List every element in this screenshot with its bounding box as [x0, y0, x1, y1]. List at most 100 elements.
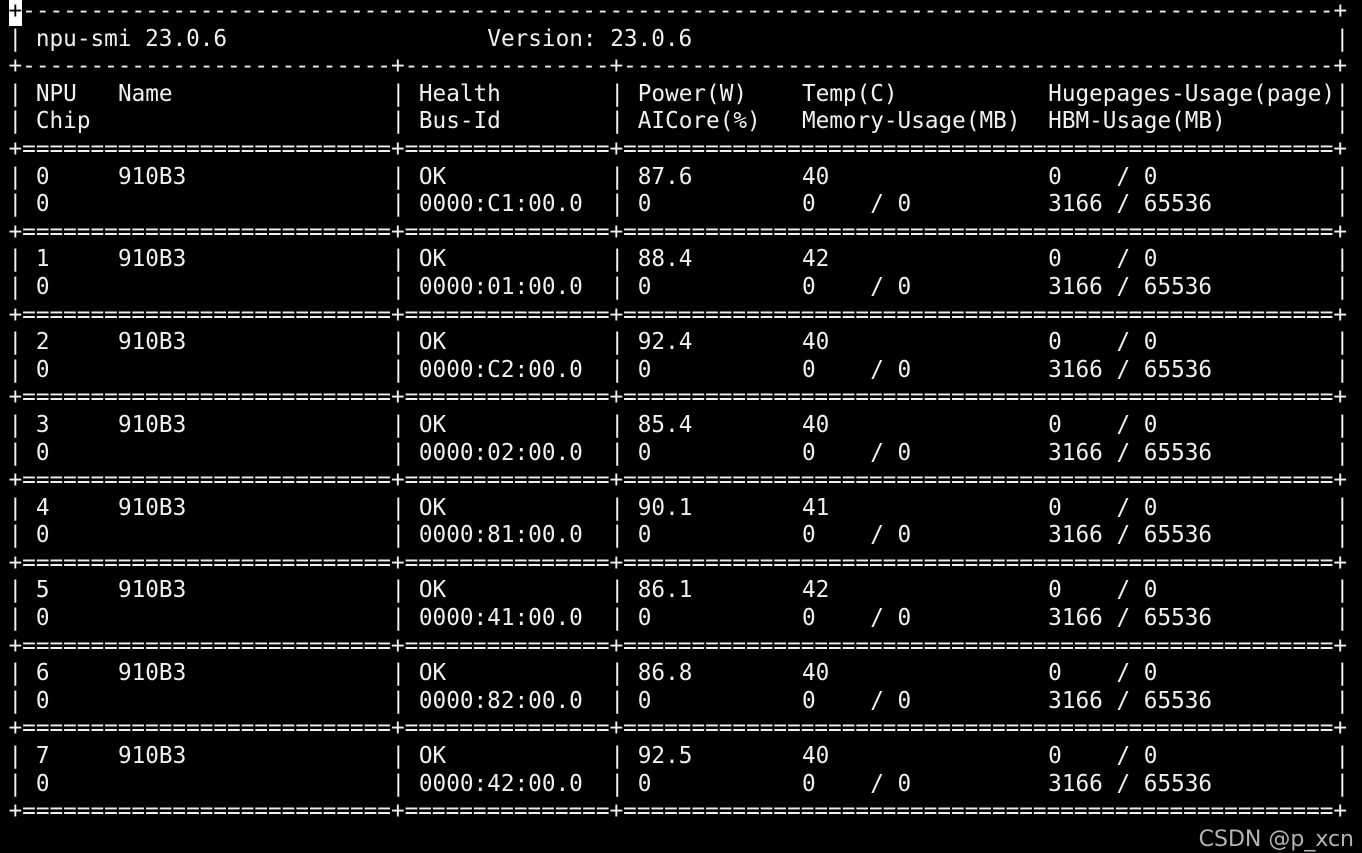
npu-id: 2: [35, 329, 50, 356]
border: |: [1335, 356, 1350, 383]
border: |: [8, 522, 23, 549]
border: +===========================+===========…: [8, 467, 1348, 494]
border: |: [391, 687, 406, 714]
device-row-detail: | | | | 0 0000:41:00.0 0 0 / 0 3166 / 65536: [9, 605, 1354, 633]
column-header: Chip: [35, 108, 91, 135]
bus-id: 0000:C1:00.0: [418, 191, 583, 218]
memory-usage: 0 / 0: [801, 439, 912, 466]
temp-value: 42: [801, 246, 830, 273]
device-name: 910B3: [117, 411, 187, 438]
health-status: OK: [418, 411, 447, 438]
hugepages-usage: 0 / 0: [1048, 743, 1158, 770]
separator: +===========================+===========…: [9, 798, 1354, 826]
border: |: [610, 743, 625, 770]
terminal-output: + ---------------------------------------…: [8, 0, 1354, 826]
separator: +===========================+===========…: [9, 302, 1354, 330]
border: +===========================+===========…: [8, 135, 1348, 162]
aicore-usage: 0: [637, 522, 652, 549]
border: |: [8, 577, 23, 604]
device-row: | | | | 7 910B3 OK 92.5 40 0 / 0: [9, 743, 1354, 771]
bus-id: 0000:41:00.0: [418, 605, 583, 632]
border: |: [1335, 80, 1350, 107]
bus-id: 0000:82:00.0: [418, 687, 583, 714]
border: |: [8, 329, 23, 356]
border: |: [8, 191, 23, 218]
device-row: | | | | 3 910B3 OK 85.4 40 0 / 0: [9, 412, 1354, 440]
hbm-usage: 3166 / 65536: [1048, 356, 1213, 383]
device-row: | | | | 0 910B3 OK 87.6 40 0 / 0: [9, 164, 1354, 192]
hugepages-usage: 0 / 0: [1048, 660, 1158, 687]
tool-name: npu-smi 23.0.6: [35, 25, 228, 52]
border: |: [391, 246, 406, 273]
device-row-detail: | | | | 0 0000:81:00.0 0 0 / 0 3166 / 65536: [9, 522, 1354, 550]
border: |: [610, 163, 625, 190]
border: |: [391, 605, 406, 632]
health-status: OK: [418, 246, 447, 273]
hbm-usage: 3166 / 65536: [1048, 522, 1213, 549]
memory-usage: 0 / 0: [801, 687, 912, 714]
border: |: [8, 743, 23, 770]
border: |: [8, 273, 23, 300]
aicore-usage: 0: [637, 439, 652, 466]
border: |: [8, 660, 23, 687]
separator: +===========================+===========…: [9, 384, 1354, 412]
power-value: 87.6: [637, 163, 693, 190]
aicore-usage: 0: [637, 770, 652, 797]
aicore-usage: 0: [637, 687, 652, 714]
border: +---------------------------+-----------…: [8, 53, 1348, 80]
npu-id: 4: [35, 494, 50, 521]
border: |: [610, 246, 625, 273]
border: |: [391, 494, 406, 521]
title-row: | npu-smi 23.0.6 Version: 23.0.6 |: [9, 26, 1354, 54]
border: |: [1335, 770, 1350, 797]
border: |: [1335, 329, 1350, 356]
border: +===========================+===========…: [8, 549, 1348, 576]
device-row: | | | | 1 910B3 OK 88.4 42 0 / 0: [9, 246, 1354, 274]
hbm-usage: 3166 / 65536: [1048, 439, 1213, 466]
aicore-usage: 0: [637, 273, 652, 300]
hugepages-usage: 0 / 0: [1048, 246, 1158, 273]
watermark: CSDN @p_xcn: [1198, 827, 1354, 852]
power-value: 86.8: [637, 660, 693, 687]
border: |: [391, 577, 406, 604]
memory-usage: 0 / 0: [801, 605, 912, 632]
chip-id: 0: [35, 770, 50, 797]
hugepages-usage: 0 / 0: [1048, 577, 1158, 604]
border: |: [1335, 273, 1350, 300]
bus-id: 0000:42:00.0: [418, 770, 583, 797]
memory-usage: 0 / 0: [801, 273, 912, 300]
npu-id: 7: [35, 743, 50, 770]
device-row-detail: | | | | 0 0000:01:00.0 0 0 / 0 3166 / 65536: [9, 274, 1354, 302]
border: +===========================+===========…: [8, 798, 1348, 825]
border: |: [1335, 191, 1350, 218]
border: |: [391, 770, 406, 797]
temp-value: 40: [801, 411, 830, 438]
border: |: [8, 108, 23, 135]
border: |: [1335, 522, 1350, 549]
border: |: [610, 770, 625, 797]
chip-id: 0: [35, 522, 50, 549]
border: |: [610, 191, 625, 218]
temp-value: 40: [801, 743, 830, 770]
device-row-detail: | | | | 0 0000:C1:00.0 0 0 / 0 3166 / 65536: [9, 191, 1354, 219]
temp-value: 40: [801, 329, 830, 356]
border: |: [8, 687, 23, 714]
border: |: [610, 439, 625, 466]
border: +===========================+===========…: [8, 218, 1348, 245]
border: |: [1335, 743, 1350, 770]
border: |: [1335, 439, 1350, 466]
bus-id: 0000:C2:00.0: [418, 356, 583, 383]
border: |: [8, 439, 23, 466]
device-row: | | | | 2 910B3 OK 92.4 40 0 / 0: [9, 329, 1354, 357]
npu-id: 5: [35, 577, 50, 604]
hugepages-usage: 0 / 0: [1048, 411, 1158, 438]
device-name: 910B3: [117, 660, 187, 687]
border: |: [8, 605, 23, 632]
border: |: [1335, 494, 1350, 521]
device-row-detail: | | | | 0 0000:42:00.0 0 0 / 0 3166 / 65536: [9, 771, 1354, 799]
power-value: 88.4: [637, 246, 693, 273]
temp-value: 41: [801, 494, 830, 521]
border: +===========================+===========…: [8, 632, 1348, 659]
version: Version: 23.0.6: [487, 25, 693, 52]
hbm-usage: 3166 / 65536: [1048, 605, 1213, 632]
